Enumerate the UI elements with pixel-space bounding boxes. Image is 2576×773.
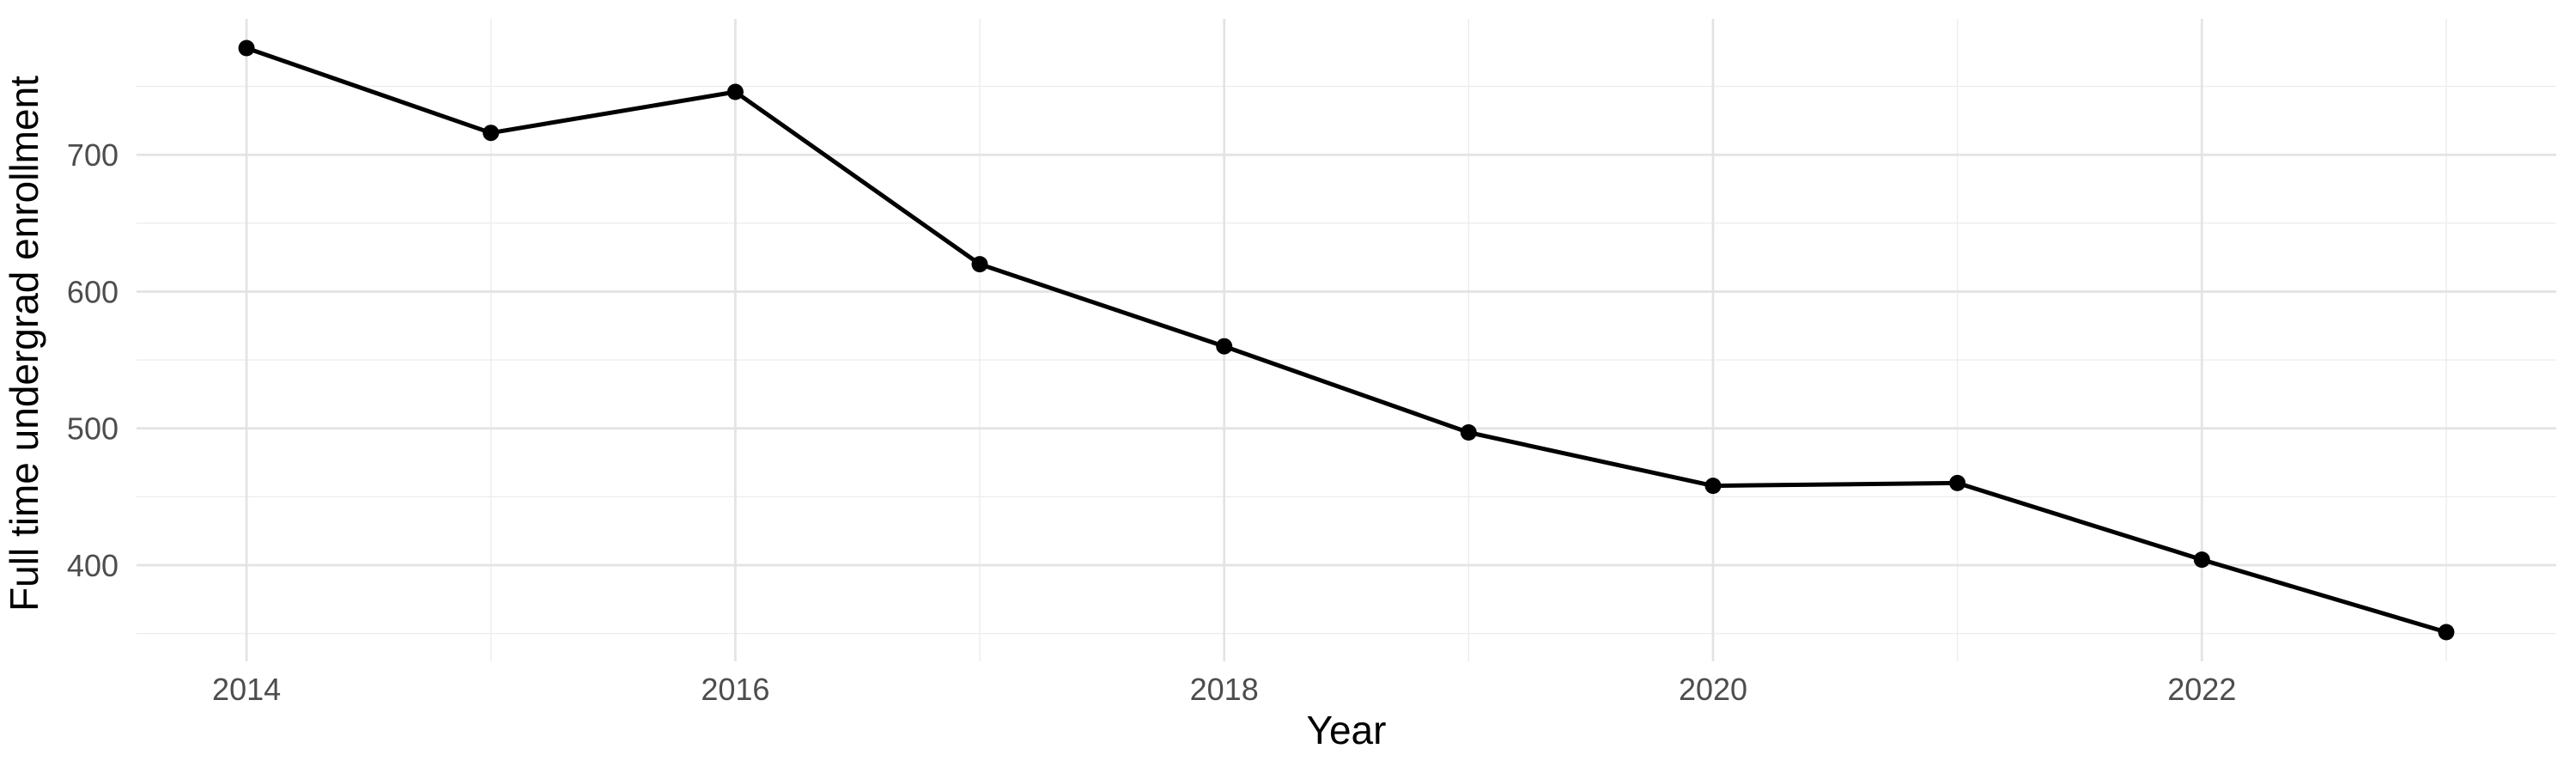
y-tick-label-400: 400 bbox=[67, 548, 118, 583]
data-points-layer bbox=[238, 40, 2455, 641]
x-tick-label-2014: 2014 bbox=[212, 672, 281, 707]
x-tick-label-2018: 2018 bbox=[1190, 672, 1259, 707]
x-axis-title: Year bbox=[1307, 708, 1387, 752]
x-axis-tick-labels: 2014 2016 2018 2020 2022 bbox=[212, 672, 2236, 707]
gridlines-major-layer bbox=[137, 19, 2556, 661]
y-tick-label-600: 600 bbox=[67, 275, 118, 310]
x-tick-label-2016: 2016 bbox=[701, 672, 769, 707]
data-point-2014 bbox=[238, 40, 255, 57]
x-tick-label-2020: 2020 bbox=[1679, 672, 1747, 707]
data-point-2018 bbox=[1216, 338, 1233, 355]
gridlines-minor-layer bbox=[137, 19, 2556, 661]
data-point-2015 bbox=[483, 125, 500, 142]
enrollment-trend-line bbox=[246, 46, 2447, 635]
x-tick-label-2022: 2022 bbox=[2167, 672, 2236, 707]
y-axis-tick-labels: 400 500 600 700 bbox=[67, 137, 118, 583]
y-tick-label-700: 700 bbox=[67, 137, 118, 173]
data-point-2022 bbox=[2193, 551, 2210, 569]
series-line-layer bbox=[246, 46, 2447, 635]
y-tick-label-500: 500 bbox=[67, 411, 118, 447]
y-axis-title: Full time undergrad enrollment bbox=[2, 76, 46, 612]
data-point-2016 bbox=[726, 83, 744, 100]
data-point-2021 bbox=[1949, 474, 1966, 491]
data-point-2020 bbox=[1704, 478, 1722, 495]
data-point-2017 bbox=[971, 256, 988, 273]
data-point-2019 bbox=[1460, 424, 1477, 441]
data-point-2023 bbox=[2438, 624, 2455, 641]
